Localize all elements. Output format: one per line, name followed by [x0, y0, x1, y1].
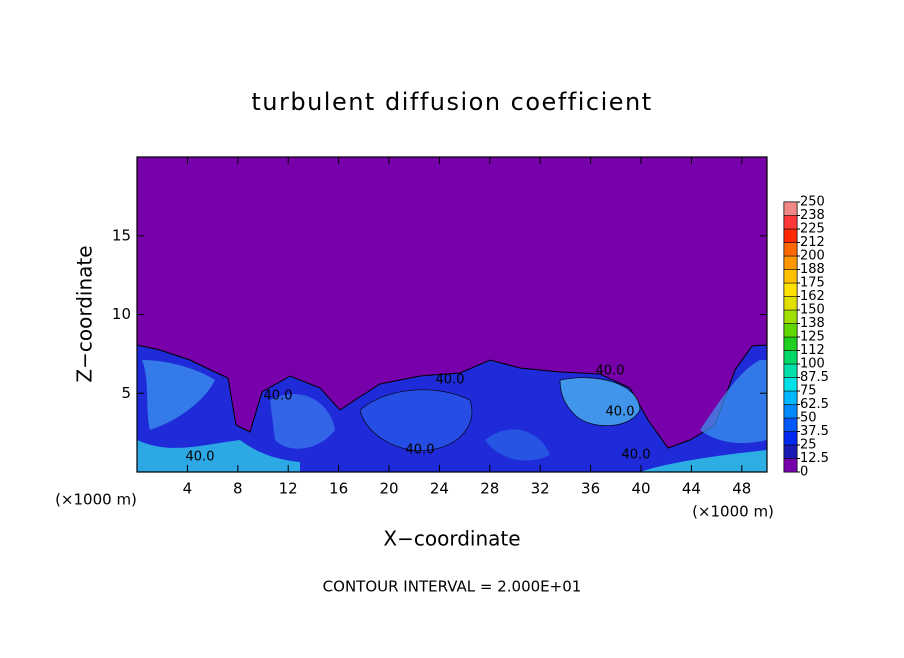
swirl [142, 360, 215, 430]
swirl [700, 360, 767, 443]
colorbar-bin [783, 431, 798, 446]
y-tick-label: 15 [112, 226, 131, 244]
colorbar-label: 112 [800, 343, 825, 358]
colorbar-bin [783, 242, 798, 257]
colorbar-bin [783, 417, 798, 432]
x-tick-label: 44 [682, 480, 701, 498]
x-tick-label: 16 [329, 480, 348, 498]
contour-label: 40.0 [406, 443, 435, 458]
colorbar-label: 162 [800, 289, 825, 304]
colorbar-label: 125 [800, 330, 825, 345]
colorbar-bin [783, 323, 798, 338]
contour-label: 40.0 [596, 364, 625, 379]
colorbar-label: 25 [800, 438, 817, 453]
contour-field [136, 157, 768, 473]
x-tick-label: 28 [480, 480, 499, 498]
x-axis-label: X−coordinate [383, 527, 520, 551]
x-tick-label: 8 [233, 480, 243, 498]
colorbar-bin [783, 282, 798, 297]
chart-title: turbulent diffusion coefficient [251, 88, 652, 116]
colorbar-bin [783, 390, 798, 405]
y-tick-label: 10 [112, 305, 131, 323]
colorbar-label: 87.5 [800, 370, 829, 385]
colorbar-label: 62.5 [800, 397, 829, 412]
colorbar-bin [783, 296, 798, 311]
x-unit-label: (×1000 m) [55, 491, 137, 509]
x-tick-label: 40 [631, 480, 650, 498]
colorbar-label: 150 [800, 303, 825, 318]
y-axis-label: Z−coordinate [73, 245, 97, 382]
colorbar-label: 100 [800, 357, 825, 372]
colorbar-bin [783, 309, 798, 324]
low-swirl [640, 450, 767, 472]
colorbar-label: 0 [800, 465, 808, 480]
colorbar-bin [783, 336, 798, 351]
x-tick-label: 20 [379, 480, 398, 498]
swirl [359, 389, 473, 452]
colorbar-label: 75 [800, 384, 817, 399]
colorbar-bin [783, 377, 798, 392]
colorbar-bin [783, 255, 798, 270]
x-tick-label: 4 [183, 480, 193, 498]
colorbar-label: 238 [800, 208, 825, 223]
contour-label: 40.0 [186, 450, 215, 465]
colorbar-label: 12.5 [800, 451, 829, 466]
x-tick-label: 48 [732, 480, 751, 498]
low-swirl [137, 440, 300, 472]
y-tick-label: 5 [121, 384, 131, 402]
colorbar-bin [783, 228, 798, 243]
x-unit-label: (×1000 m) [692, 503, 774, 521]
x-tick-label: 12 [279, 480, 298, 498]
contour-label: 40.0 [622, 448, 651, 463]
contour-label: 40.0 [436, 373, 465, 388]
colorbar-bin [783, 458, 798, 473]
colorbar-bin [783, 444, 798, 459]
colorbar-label: 200 [800, 249, 825, 264]
colorbar-label: 37.5 [800, 424, 829, 439]
swirl [559, 377, 641, 427]
swirl [270, 394, 335, 449]
colorbar-bin [783, 350, 798, 365]
colorbar-bin [783, 404, 798, 419]
swirl [485, 429, 550, 461]
footer-note: CONTOUR INTERVAL = 2.000E+01 [323, 578, 582, 596]
contour-label: 40.0 [264, 389, 293, 404]
colorbar-label: 188 [800, 262, 825, 277]
colorbar-label: 138 [800, 316, 825, 331]
colorbar-bin [783, 201, 798, 216]
colorbar-label: 250 [800, 195, 825, 210]
x-tick-label: 32 [531, 480, 550, 498]
colorbar-bin [783, 215, 798, 230]
x-tick-label: 36 [581, 480, 600, 498]
contour-label: 40.0 [606, 405, 635, 420]
colorbar-label: 225 [800, 222, 825, 237]
colorbar-label: 175 [800, 276, 825, 291]
colorbar-bin [783, 363, 798, 378]
colorbar-label: 50 [800, 411, 817, 426]
x-tick-label: 24 [430, 480, 449, 498]
colorbar-label: 212 [800, 235, 825, 250]
colorbar-bin [783, 269, 798, 284]
